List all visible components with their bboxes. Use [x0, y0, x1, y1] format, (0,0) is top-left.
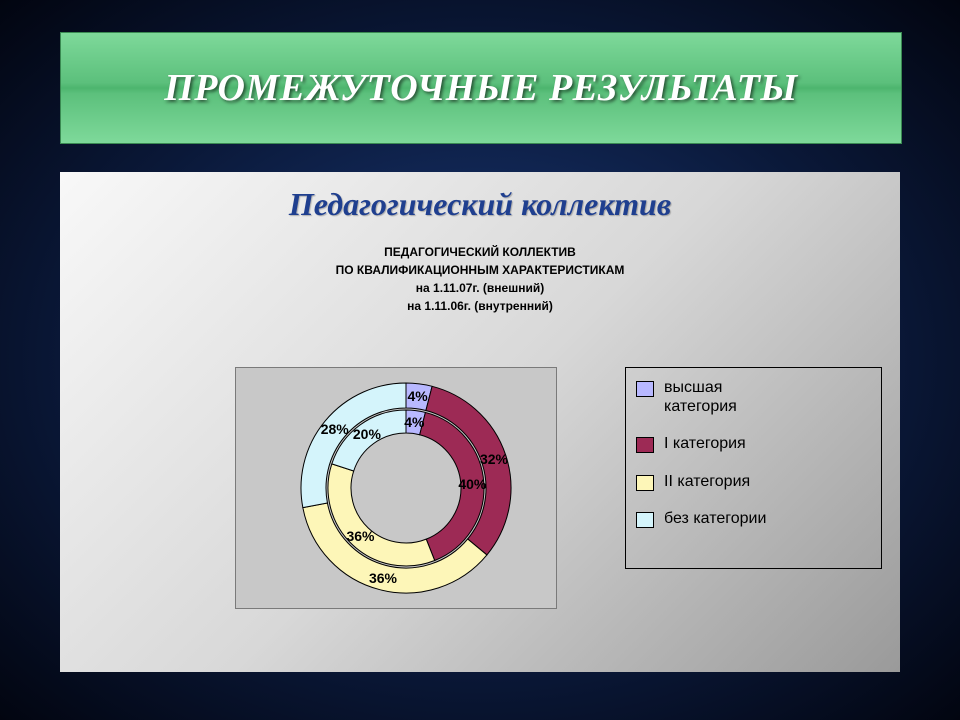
- legend-swatch: [636, 475, 654, 491]
- slice-label: 32%: [480, 451, 508, 467]
- legend-swatch: [636, 381, 654, 397]
- slice-label: 20%: [353, 426, 381, 442]
- legend-label: II категория: [664, 472, 750, 491]
- subtitle: Педагогический коллектив: [60, 186, 900, 223]
- donut-chart: 4% 32% 36% 28% 4% 40% 36% 20%: [235, 367, 557, 609]
- page-title: ПРОМЕЖУТОЧНЫЕ РЕЗУЛЬТАТЫ: [164, 66, 798, 110]
- legend-item: без категории: [636, 509, 871, 528]
- slice-label: 40%: [458, 476, 486, 492]
- legend-item: высшаякатегория: [636, 378, 871, 416]
- legend-item: I категория: [636, 434, 871, 453]
- legend-item: II категория: [636, 472, 871, 491]
- slice-label: 36%: [346, 528, 374, 544]
- slice-label: 36%: [369, 570, 397, 586]
- legend: высшаякатегория I категория II категория бе…: [625, 367, 882, 569]
- slice-label: 28%: [321, 421, 349, 437]
- caption-line: на 1.11.06г. (внутренний): [60, 297, 900, 315]
- slice-label: 4%: [404, 414, 424, 430]
- legend-label: I категория: [664, 434, 746, 453]
- caption-line: ПЕДАГОГИЧЕСКИЙ КОЛЛЕКТИВ: [60, 243, 900, 261]
- chart-caption: ПЕДАГОГИЧЕСКИЙ КОЛЛЕКТИВ ПО КВАЛИФИКАЦИО…: [60, 243, 900, 315]
- title-bar: ПРОМЕЖУТОЧНЫЕ РЕЗУЛЬТАТЫ: [60, 32, 902, 144]
- content-panel: Педагогический коллектив ПЕДАГОГИЧЕСКИЙ …: [60, 172, 900, 672]
- slice-label: 4%: [407, 388, 427, 404]
- legend-label: высшаякатегория: [664, 378, 737, 416]
- legend-label: без категории: [664, 509, 766, 528]
- caption-line: на 1.11.07г. (внешний): [60, 279, 900, 297]
- legend-swatch: [636, 512, 654, 528]
- legend-swatch: [636, 437, 654, 453]
- caption-line: ПО КВАЛИФИКАЦИОННЫМ ХАРАКТЕРИСТИКАМ: [60, 261, 900, 279]
